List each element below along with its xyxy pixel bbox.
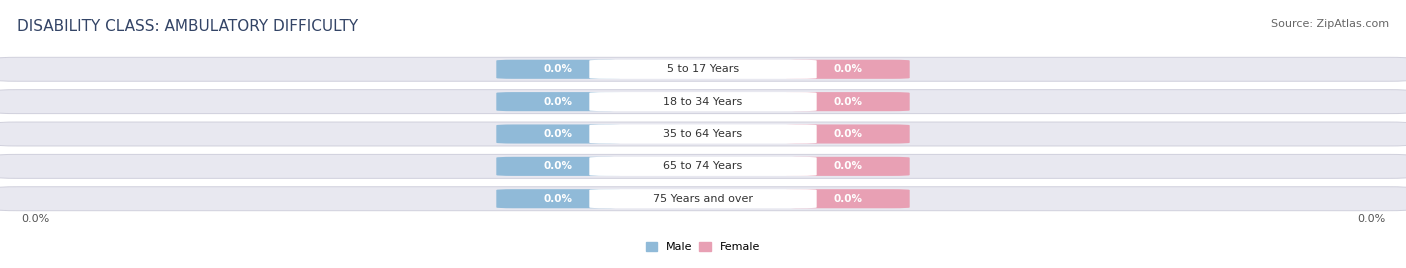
Text: 65 to 74 Years: 65 to 74 Years [664, 161, 742, 171]
Text: 0.0%: 0.0% [1357, 214, 1385, 224]
Legend: Male, Female: Male, Female [647, 242, 759, 252]
FancyBboxPatch shape [496, 124, 620, 144]
Text: 0.0%: 0.0% [544, 129, 572, 139]
FancyBboxPatch shape [786, 157, 910, 176]
Text: 18 to 34 Years: 18 to 34 Years [664, 97, 742, 107]
FancyBboxPatch shape [496, 92, 620, 111]
FancyBboxPatch shape [496, 189, 620, 208]
FancyBboxPatch shape [589, 189, 817, 208]
FancyBboxPatch shape [496, 60, 620, 79]
Text: 0.0%: 0.0% [834, 161, 862, 171]
Text: Source: ZipAtlas.com: Source: ZipAtlas.com [1271, 19, 1389, 29]
Text: 35 to 64 Years: 35 to 64 Years [664, 129, 742, 139]
Text: 0.0%: 0.0% [834, 97, 862, 107]
FancyBboxPatch shape [786, 92, 910, 111]
Text: 75 Years and over: 75 Years and over [652, 194, 754, 204]
Text: 0.0%: 0.0% [544, 161, 572, 171]
FancyBboxPatch shape [786, 124, 910, 144]
Text: 0.0%: 0.0% [544, 64, 572, 74]
Text: 0.0%: 0.0% [21, 214, 49, 224]
FancyBboxPatch shape [496, 157, 620, 176]
Text: 5 to 17 Years: 5 to 17 Years [666, 64, 740, 74]
Text: 0.0%: 0.0% [834, 64, 862, 74]
Text: DISABILITY CLASS: AMBULATORY DIFFICULTY: DISABILITY CLASS: AMBULATORY DIFFICULTY [17, 19, 359, 34]
Text: 0.0%: 0.0% [544, 97, 572, 107]
FancyBboxPatch shape [786, 60, 910, 79]
FancyBboxPatch shape [589, 124, 817, 144]
FancyBboxPatch shape [0, 154, 1406, 178]
FancyBboxPatch shape [0, 90, 1406, 114]
Text: 0.0%: 0.0% [834, 194, 862, 204]
FancyBboxPatch shape [589, 92, 817, 111]
FancyBboxPatch shape [589, 60, 817, 79]
FancyBboxPatch shape [786, 189, 910, 208]
FancyBboxPatch shape [0, 122, 1406, 146]
Text: 0.0%: 0.0% [834, 129, 862, 139]
Text: 0.0%: 0.0% [544, 194, 572, 204]
FancyBboxPatch shape [0, 57, 1406, 81]
FancyBboxPatch shape [589, 157, 817, 176]
FancyBboxPatch shape [0, 187, 1406, 211]
